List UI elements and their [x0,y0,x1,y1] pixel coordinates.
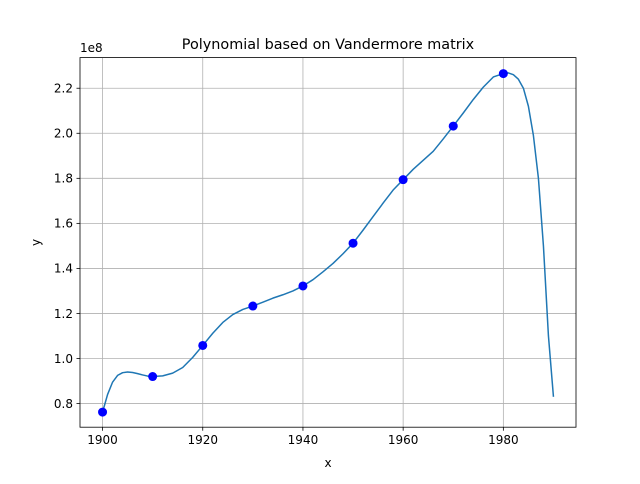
y-multiplier-label: 1e8 [80,41,103,55]
chart-title: Polynomial based on Vandermore matrix [182,37,475,53]
ticks: 1900 1920 1940 1960 1980 0.8 1.0 1.2 1.4 1.6 1.8 2.… [54,82,519,448]
data-point [98,407,108,417]
x-tick-label: 1980 [488,433,519,447]
data-point [448,121,458,131]
x-tick-label: 1900 [87,433,118,447]
data-point [498,69,508,79]
x-tick-label: 1960 [388,433,419,447]
data-point [198,340,208,350]
data-point [298,281,308,291]
y-tick-label: 1.0 [54,352,73,366]
y-tick-label: 1.2 [54,307,73,321]
data-point [148,372,158,382]
y-tick-label: 1.4 [54,262,73,276]
data-point [348,238,358,248]
data-point [398,175,408,185]
grid-lines [80,57,576,428]
axes-frame [79,57,577,428]
x-tick-label: 1920 [187,433,218,447]
y-tick-label: 2.0 [54,127,73,141]
x-axis-label: x [324,456,331,470]
plot-area [98,69,555,417]
y-tick-label: 1.6 [54,217,73,231]
x-tick-label: 1940 [288,433,319,447]
y-axis-label: y [29,239,43,246]
y-tick-label: 2.2 [54,82,73,96]
y-tick-label: 1.8 [54,172,73,186]
data-point [248,301,258,311]
y-tick-label: 0.8 [54,397,73,411]
